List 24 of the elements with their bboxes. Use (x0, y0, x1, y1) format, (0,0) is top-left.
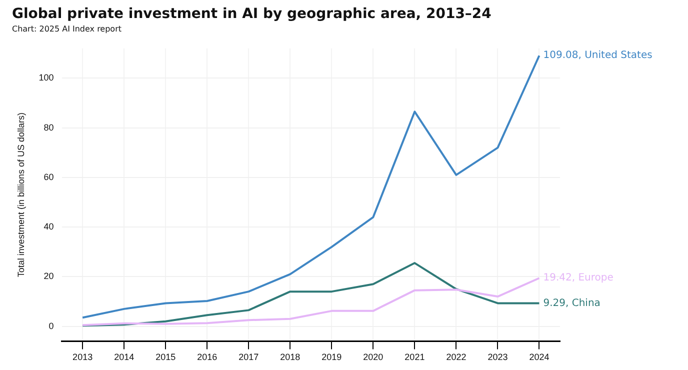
x-tick-label: 2020 (363, 352, 384, 362)
x-tick-label: 2013 (72, 352, 93, 362)
text: 109.08, United States (543, 50, 652, 62)
chart-title: Global private investment in AI by geographic area, 2013–24 (12, 6, 492, 22)
x-tick-label: 2014 (114, 352, 134, 362)
text: 9.29, China (543, 298, 600, 309)
y-tick-label: 100 (38, 72, 54, 83)
x-tick-label: 2015 (156, 352, 176, 362)
y-tick-label: 80 (44, 122, 54, 132)
y-axis-title: Total investment (in billions of US dollars) (16, 112, 26, 278)
x-tick-label: 2023 (488, 352, 508, 362)
y-tick-label: 60 (44, 172, 54, 182)
x-tick-label: 2016 (197, 352, 218, 362)
x-tick-label: 2022 (446, 352, 466, 362)
x-tick-label: 2018 (280, 352, 300, 362)
chart-subtitle: Chart: 2025 AI Index report (12, 24, 122, 34)
x-tick-label: 2019 (322, 352, 342, 362)
y-tick-label: 40 (44, 222, 54, 232)
y-tick-label: 20 (44, 271, 54, 282)
x-tick-label: 2017 (238, 352, 259, 362)
y-tick-label: 0 (48, 320, 54, 331)
text: 19.42, Europe (543, 272, 614, 284)
x-tick-label: 2021 (404, 352, 425, 362)
x-tick-label: 2024 (529, 352, 550, 362)
